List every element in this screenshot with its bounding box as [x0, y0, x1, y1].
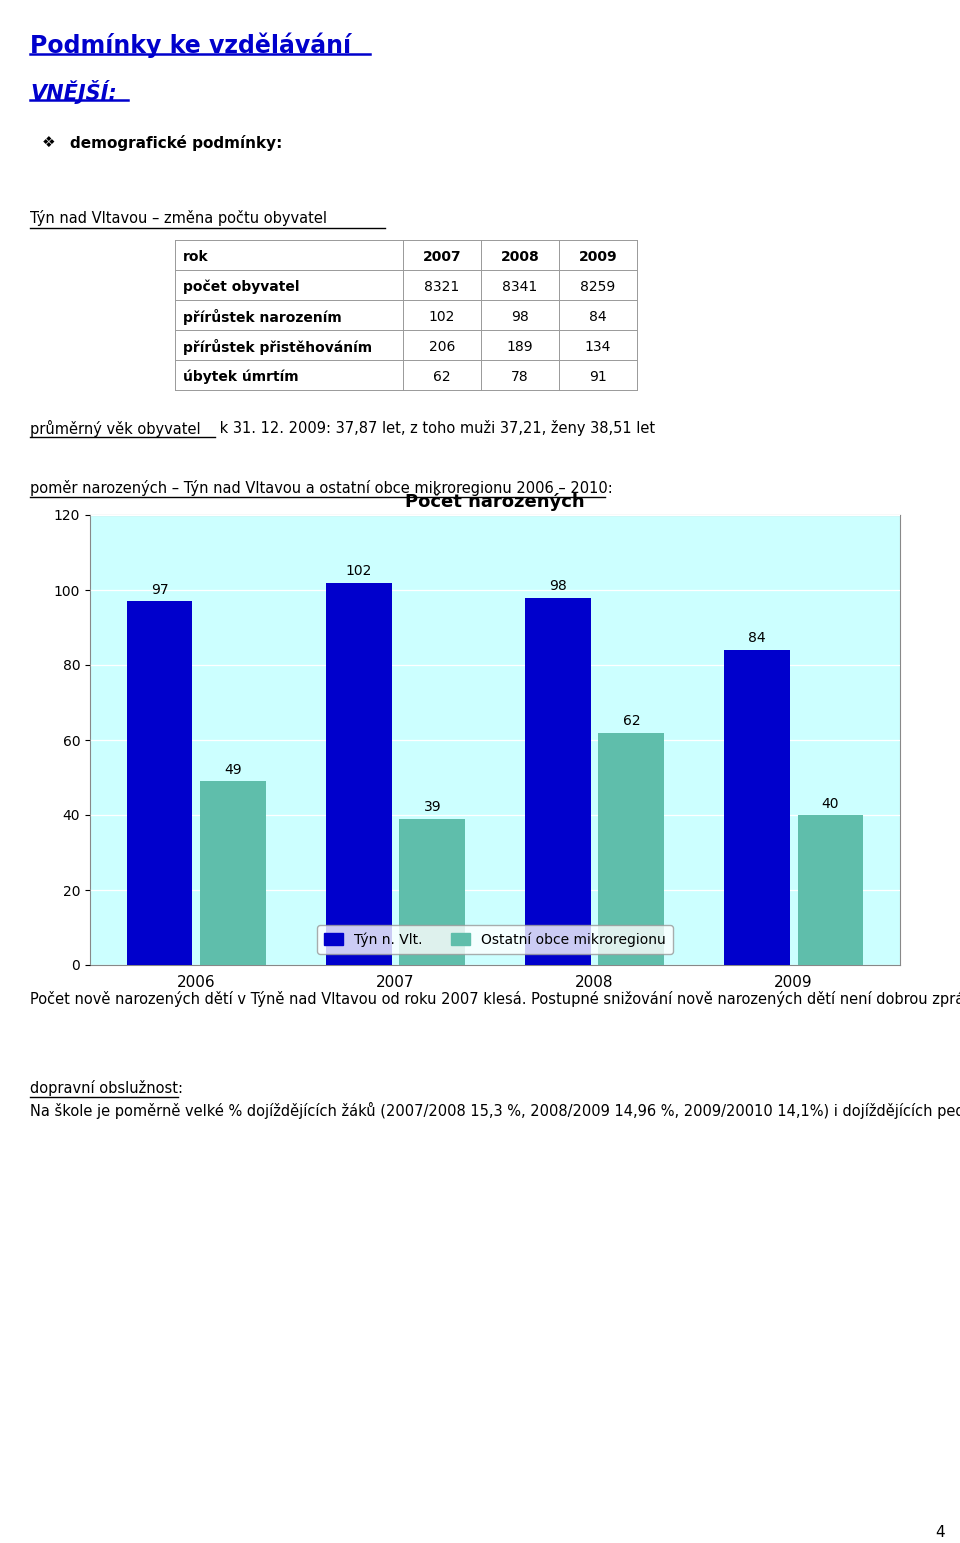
Text: 98: 98	[549, 579, 566, 593]
Text: úbytek úmrtím: úbytek úmrtím	[183, 370, 299, 384]
Text: 102: 102	[429, 310, 455, 324]
Text: poměr narozených – Týn nad Vltavou a ostatní obce mikroregionu 2006 – 2010:: poměr narozených – Týn nad Vltavou a ost…	[30, 480, 612, 495]
Text: 134: 134	[585, 339, 612, 353]
Bar	[525, 597, 590, 964]
Text: 189: 189	[507, 339, 534, 353]
Bar	[127, 602, 193, 964]
Text: 84: 84	[589, 310, 607, 324]
Text: přírůstek narozením: přírůstek narozením	[183, 309, 342, 326]
Legend: Týn n. Vlt., Ostatní obce mikroregionu: Týn n. Vlt., Ostatní obce mikroregionu	[317, 926, 673, 954]
Title: Počet narozených: Počet narozených	[405, 492, 585, 511]
Text: 40: 40	[822, 796, 839, 810]
Bar	[724, 650, 789, 964]
Bar	[798, 815, 863, 964]
Text: 102: 102	[346, 565, 372, 579]
Text: 4: 4	[935, 1524, 945, 1540]
Text: Počet nově narozených dětí v Týně nad Vltavou od roku 2007 klesá. Postupné snižo: Počet nově narozených dětí v Týně nad Vl…	[30, 991, 960, 1008]
Bar	[201, 781, 266, 964]
Text: 78: 78	[511, 370, 529, 384]
Text: Týn nad Vltavou – změna počtu obyvatel: Týn nad Vltavou – změna počtu obyvatel	[30, 210, 327, 225]
Text: 98: 98	[511, 310, 529, 324]
Text: počet obyvatel: počet obyvatel	[183, 279, 300, 295]
Text: rok: rok	[183, 250, 208, 264]
Text: 62: 62	[433, 370, 451, 384]
Text: přírůstek přistěhováním: přírůstek přistěhováním	[183, 339, 372, 355]
Text: Podmínky ke vzdělávání: Podmínky ke vzdělávání	[30, 32, 351, 57]
Text: VNĚJŠÍ:: VNĚJŠÍ:	[30, 80, 117, 103]
Text: 49: 49	[225, 762, 242, 776]
Text: dopravní obslužnost:: dopravní obslužnost:	[30, 1080, 183, 1096]
Text: 206: 206	[429, 339, 455, 353]
Text: 2007: 2007	[422, 250, 462, 264]
Text: 8321: 8321	[424, 279, 460, 295]
Text: 91: 91	[589, 370, 607, 384]
Bar	[598, 733, 664, 964]
Text: ❖: ❖	[42, 134, 56, 150]
Text: 39: 39	[423, 801, 442, 815]
Bar	[325, 583, 392, 964]
Text: 62: 62	[622, 714, 640, 728]
Text: Na škole je poměrně velké % dojíždějících žáků (2007/2008 15,3 %, 2008/2009 14,9: Na škole je poměrně velké % dojíždějícíc…	[30, 1102, 960, 1119]
Text: 8259: 8259	[581, 279, 615, 295]
Text: demografické podmínky:: demografické podmínky:	[70, 134, 282, 151]
Text: 8341: 8341	[502, 279, 538, 295]
Text: 2008: 2008	[500, 250, 540, 264]
Text: průměrný věk obyvatel: průměrný věk obyvatel	[30, 420, 201, 437]
Text: k 31. 12. 2009: 37,87 let, z toho muži 37,21, ženy 38,51 let: k 31. 12. 2009: 37,87 let, z toho muži 3…	[215, 420, 655, 437]
Text: 84: 84	[748, 631, 765, 645]
Text: 2009: 2009	[579, 250, 617, 264]
Bar	[399, 819, 466, 964]
Text: 97: 97	[151, 583, 168, 597]
